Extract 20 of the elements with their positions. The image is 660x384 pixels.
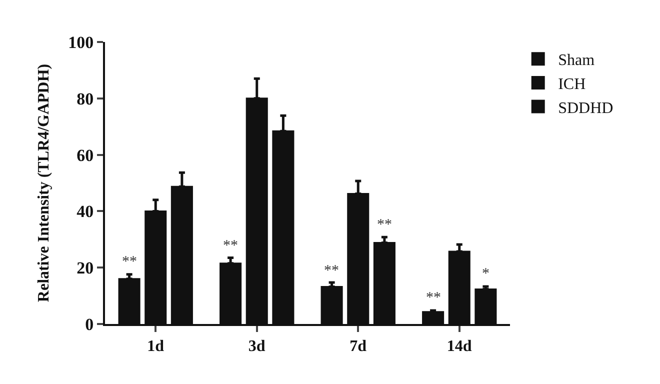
legend-label: Sham <box>558 52 596 70</box>
data-label: ** <box>122 254 137 270</box>
y-axis-title: Relative Intensity (TLR4/GAPDH) <box>36 64 52 302</box>
legend-label: ICH <box>558 76 586 93</box>
x-tick-label: 1d <box>147 338 164 356</box>
y-tick-label: 80 <box>76 89 94 108</box>
data-label: ** <box>377 217 392 233</box>
data-label: ** <box>426 290 441 306</box>
y-tick-label: 20 <box>76 258 94 278</box>
y-tick-label: 40 <box>76 202 94 222</box>
y-tick-label: 60 <box>76 146 94 165</box>
x-tick-label: 7d <box>350 338 367 356</box>
data-label: * <box>482 266 490 282</box>
data-label: ** <box>223 238 238 254</box>
y-tick-label: 0 <box>85 314 94 334</box>
data-label: ** <box>324 263 339 279</box>
x-tick-label: 14d <box>446 338 472 356</box>
x-tick-label: 3d <box>248 338 266 356</box>
legend-label: SDDHD <box>558 100 614 117</box>
y-tick-label: 100 <box>68 32 94 52</box>
